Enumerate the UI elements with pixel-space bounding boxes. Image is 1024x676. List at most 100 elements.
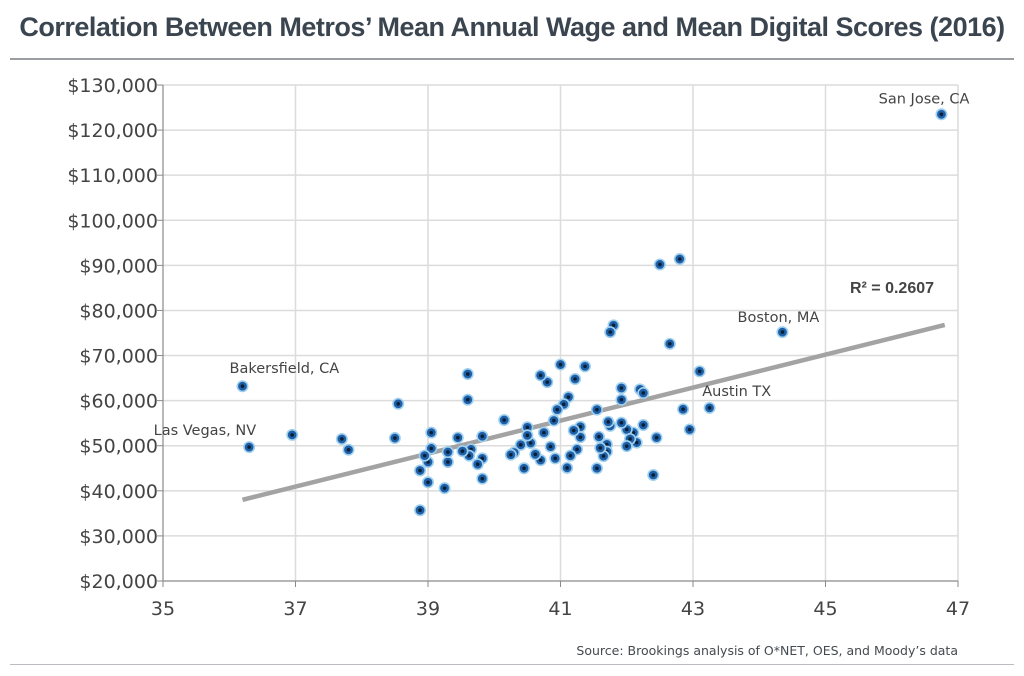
data-point	[551, 403, 564, 416]
x-tick-label: 45	[813, 598, 837, 620]
y-tick-label: $120,000	[67, 120, 158, 142]
data-point-center	[681, 407, 685, 412]
data-point	[594, 441, 607, 454]
data-point-center	[418, 508, 422, 513]
data-point-center	[533, 452, 538, 457]
x-tick-label: 43	[681, 598, 705, 620]
data-point-center	[641, 423, 646, 427]
data-point-center	[480, 476, 485, 481]
data-point-center	[346, 447, 351, 452]
data-point-center	[509, 452, 513, 457]
data-point	[604, 326, 617, 339]
data-point	[529, 448, 542, 461]
data-point-center	[545, 380, 550, 384]
data-point	[693, 365, 706, 378]
data-point	[476, 430, 489, 443]
data-point-center	[393, 436, 397, 440]
data-point	[414, 504, 427, 517]
data-point-center	[654, 435, 659, 440]
data-point-center	[624, 427, 629, 432]
data-point-center	[628, 437, 632, 441]
data-point	[637, 386, 650, 399]
y-tick-label: $80,000	[79, 300, 158, 322]
data-point-center	[340, 437, 344, 441]
point-annotation: San Jose, CA	[879, 91, 970, 107]
data-point-center	[565, 466, 569, 470]
data-point	[335, 432, 348, 445]
data-point	[683, 423, 696, 436]
data-point	[461, 393, 474, 406]
point-annotations: San Jose, CA Boston, MA Austin TX Bakersfie…	[154, 91, 970, 439]
data-point-center	[538, 458, 543, 462]
data-point-center	[396, 401, 400, 406]
data-point	[418, 449, 431, 462]
x-tick-label: 37	[283, 598, 307, 620]
data-point	[243, 441, 256, 454]
point-annotation: Bakersfield, CA	[230, 361, 340, 377]
data-point-center	[525, 433, 530, 438]
data-point-center	[624, 444, 629, 448]
data-point-center	[578, 424, 583, 429]
data-point-center	[619, 386, 624, 390]
data-point	[518, 462, 531, 475]
data-point	[615, 382, 628, 395]
data-point-center	[552, 418, 556, 423]
data-point-center	[429, 430, 434, 435]
data-point	[471, 458, 484, 471]
data-point-center	[460, 449, 465, 453]
data-point-center	[568, 453, 573, 458]
data-point	[569, 372, 582, 385]
data-point	[236, 380, 249, 393]
data-point-center	[677, 257, 682, 261]
data-point	[554, 358, 567, 371]
y-tick-label: $100,000	[67, 210, 158, 232]
data-point-center	[668, 342, 672, 346]
data-point-center	[465, 397, 470, 402]
data-point-center	[502, 418, 506, 422]
y-tick-label: $40,000	[79, 481, 158, 503]
data-point	[286, 428, 299, 441]
data-point	[541, 376, 554, 389]
x-tick-label: 39	[416, 598, 440, 620]
point-annotation: Austin TX	[702, 384, 771, 400]
data-point-center	[525, 425, 530, 430]
data-point-center	[619, 397, 624, 402]
data-point	[438, 482, 451, 495]
data-point	[650, 431, 663, 444]
data-point	[567, 424, 580, 437]
data-point-center	[566, 395, 571, 399]
data-point	[534, 369, 547, 382]
data-point-center	[446, 460, 450, 464]
x-tick-labels: 35 37 39 41 43 45 47	[151, 598, 970, 620]
data-point	[663, 337, 676, 350]
data-point-center	[240, 384, 245, 389]
source-note: Source: Brookings analysis of O*NET, OES…	[576, 643, 958, 658]
r-squared-label: R² = 0.2607	[850, 280, 934, 297]
y-tick-label: $30,000	[79, 526, 158, 548]
data-point	[677, 403, 690, 416]
data-point	[564, 449, 577, 462]
data-point-center	[418, 468, 422, 473]
data-point	[392, 397, 405, 410]
data-point	[537, 426, 550, 439]
data-point-center	[598, 446, 603, 450]
y-tick-label: $60,000	[79, 391, 158, 413]
y-tick-label: $20,000	[79, 571, 158, 593]
data-point-center	[641, 391, 646, 395]
data-point	[521, 429, 534, 442]
data-point-center	[634, 440, 639, 445]
data-point-center	[456, 435, 460, 440]
y-tick-label: $90,000	[79, 255, 158, 277]
x-tick-label: 47	[946, 598, 970, 620]
data-point	[574, 431, 587, 444]
data-point	[549, 452, 562, 465]
data-point	[342, 443, 355, 456]
point-annotation: Boston, MA	[738, 310, 820, 326]
data-point	[592, 430, 605, 443]
data-point	[414, 464, 427, 477]
data-point-center	[687, 427, 692, 432]
data-point	[544, 440, 557, 453]
y-tick-label: $50,000	[79, 436, 158, 458]
grid-lines	[163, 84, 959, 581]
